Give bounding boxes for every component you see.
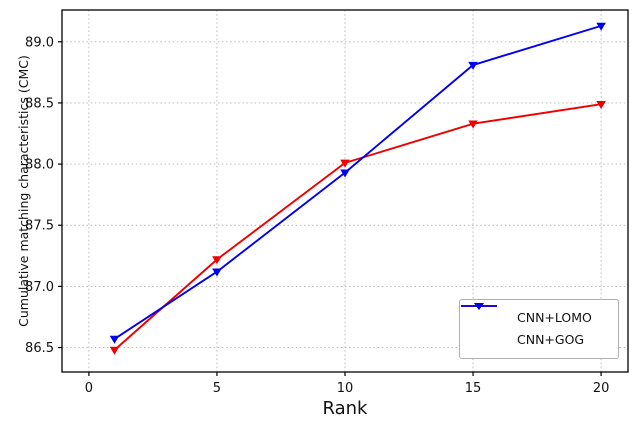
marker-triangle-down [468, 120, 478, 129]
y-tick-label: 88.5 [25, 96, 54, 111]
marker-triangle-down [340, 159, 350, 168]
series-line-cnn-gog [113, 24, 602, 340]
x-tick-label: 0 [85, 381, 93, 396]
legend-item-cnn-gog: CNN+GOG [461, 303, 608, 351]
marker-triangle-down [212, 256, 222, 265]
x-tick-label: 15 [465, 381, 482, 396]
legend: CNN+LOMO CNN+GOG [459, 299, 619, 359]
marker-triangle-down [596, 100, 606, 109]
marker-triangle-down [340, 169, 350, 178]
x-tick-label: 20 [593, 381, 610, 396]
marker-triangle-down [109, 335, 120, 344]
marker-triangle-down [468, 61, 478, 70]
y-tick-label: 87.5 [25, 219, 54, 234]
x-axis-label: Rank [322, 398, 368, 419]
legend-label-cnn-lomo: CNN+LOMO [517, 309, 592, 325]
legend-swatch-svg [461, 303, 497, 310]
x-tick-label: 10 [337, 381, 354, 396]
x-tick-label: 5 [213, 381, 221, 396]
y-tick-label: 88.0 [25, 158, 54, 173]
marker-triangle-down [596, 22, 606, 31]
marker-triangle-down [212, 268, 222, 277]
y-tick-label: 89.0 [25, 35, 54, 50]
legend-marker-cnn-gog-icon [461, 303, 508, 346]
legend-label-cnn-gog: CNN+GOG [517, 331, 585, 347]
legend-marker-cnn-lomo-icon [461, 303, 508, 324]
marker-triangle-down [109, 346, 120, 355]
y-tick-label: 86.5 [25, 341, 54, 356]
y-tick-label: 87.0 [25, 280, 54, 295]
y-axis-label: Cumulative matching characteristics (CMC… [16, 55, 31, 327]
